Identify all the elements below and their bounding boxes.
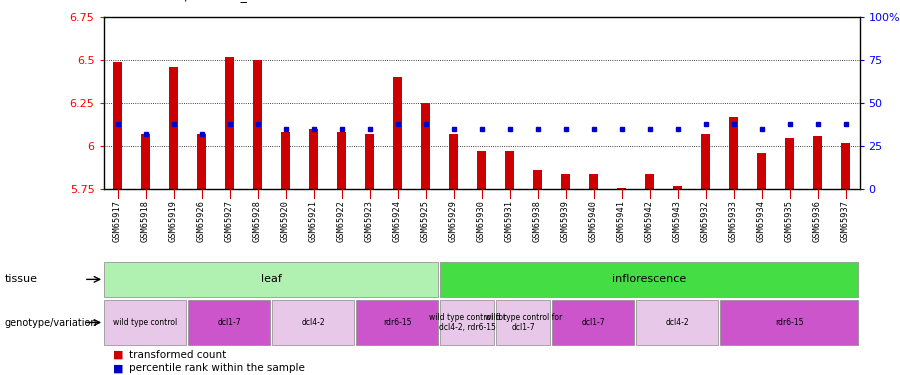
Bar <box>356 300 438 345</box>
Bar <box>448 134 458 189</box>
Bar <box>477 152 486 189</box>
Bar <box>589 174 598 189</box>
Bar <box>196 134 206 189</box>
Bar <box>672 186 682 189</box>
Text: GSM65924: GSM65924 <box>393 200 402 242</box>
Text: transformed count: transformed count <box>129 350 226 360</box>
Text: ■: ■ <box>112 350 123 360</box>
Bar <box>392 77 402 189</box>
Bar <box>505 152 515 189</box>
Bar <box>309 129 319 189</box>
Bar <box>140 134 150 189</box>
Text: GDS1466 / 252653_at: GDS1466 / 252653_at <box>122 0 259 2</box>
Bar <box>188 300 270 345</box>
Bar <box>729 117 738 189</box>
Text: GSM65941: GSM65941 <box>617 200 626 242</box>
Text: wild type control for
dcl1-7: wild type control for dcl1-7 <box>485 313 562 332</box>
Text: GSM65926: GSM65926 <box>197 200 206 242</box>
Text: dcl4-2: dcl4-2 <box>666 318 689 327</box>
Text: GSM65922: GSM65922 <box>337 200 346 242</box>
Bar <box>253 60 263 189</box>
Text: wild type control: wild type control <box>113 318 177 327</box>
Bar <box>112 62 122 189</box>
Text: GSM65933: GSM65933 <box>729 200 738 242</box>
Bar <box>757 153 767 189</box>
Bar <box>636 300 718 345</box>
Bar <box>813 136 823 189</box>
Bar <box>552 300 634 345</box>
Text: GSM65939: GSM65939 <box>561 200 570 242</box>
Bar <box>700 134 710 189</box>
Text: GSM65917: GSM65917 <box>113 200 122 242</box>
Text: GSM65934: GSM65934 <box>757 200 766 242</box>
Bar <box>440 300 494 345</box>
Text: dcl1-7: dcl1-7 <box>581 318 606 327</box>
Bar <box>281 132 291 189</box>
Bar <box>272 300 355 345</box>
Bar <box>364 134 374 189</box>
Text: GSM65943: GSM65943 <box>673 200 682 242</box>
Bar <box>533 170 543 189</box>
Text: GSM65938: GSM65938 <box>533 200 542 242</box>
Bar <box>616 188 626 189</box>
Text: GSM65925: GSM65925 <box>421 200 430 242</box>
Bar <box>496 300 551 345</box>
Bar <box>225 57 234 189</box>
Text: dcl4-2: dcl4-2 <box>302 318 325 327</box>
Bar <box>104 262 438 297</box>
Text: GSM65918: GSM65918 <box>141 200 150 242</box>
Bar <box>337 132 347 189</box>
Text: ■: ■ <box>112 363 123 373</box>
Text: GSM65921: GSM65921 <box>309 200 318 242</box>
Bar <box>561 174 571 189</box>
Text: genotype/variation: genotype/variation <box>4 318 97 327</box>
Text: GSM65936: GSM65936 <box>813 200 822 242</box>
Text: GSM65929: GSM65929 <box>449 200 458 242</box>
Text: percentile rank within the sample: percentile rank within the sample <box>129 363 304 373</box>
Text: GSM65923: GSM65923 <box>365 200 374 242</box>
Text: rdr6-15: rdr6-15 <box>775 318 804 327</box>
Text: GSM65942: GSM65942 <box>645 200 654 242</box>
Text: rdr6-15: rdr6-15 <box>383 318 412 327</box>
Text: wild type control for
dcl4-2, rdr6-15: wild type control for dcl4-2, rdr6-15 <box>429 313 506 332</box>
Text: inflorescence: inflorescence <box>612 274 687 284</box>
Text: GSM65940: GSM65940 <box>589 200 598 242</box>
Bar <box>168 67 178 189</box>
Text: GSM65932: GSM65932 <box>701 200 710 242</box>
Bar <box>104 300 186 345</box>
Text: GSM65927: GSM65927 <box>225 200 234 242</box>
Text: dcl1-7: dcl1-7 <box>218 318 241 327</box>
Bar <box>420 103 430 189</box>
Bar <box>644 174 654 189</box>
Text: GSM65928: GSM65928 <box>253 200 262 242</box>
Bar <box>720 300 859 345</box>
Text: GSM65931: GSM65931 <box>505 200 514 242</box>
Text: leaf: leaf <box>261 274 282 284</box>
Bar <box>841 143 850 189</box>
Bar <box>785 138 795 189</box>
Text: GSM65937: GSM65937 <box>841 200 850 242</box>
Text: GSM65920: GSM65920 <box>281 200 290 242</box>
Text: GSM65919: GSM65919 <box>169 200 178 242</box>
Text: GSM65935: GSM65935 <box>785 200 794 242</box>
Text: tissue: tissue <box>4 274 38 284</box>
Bar <box>440 262 859 297</box>
Text: GSM65930: GSM65930 <box>477 200 486 242</box>
